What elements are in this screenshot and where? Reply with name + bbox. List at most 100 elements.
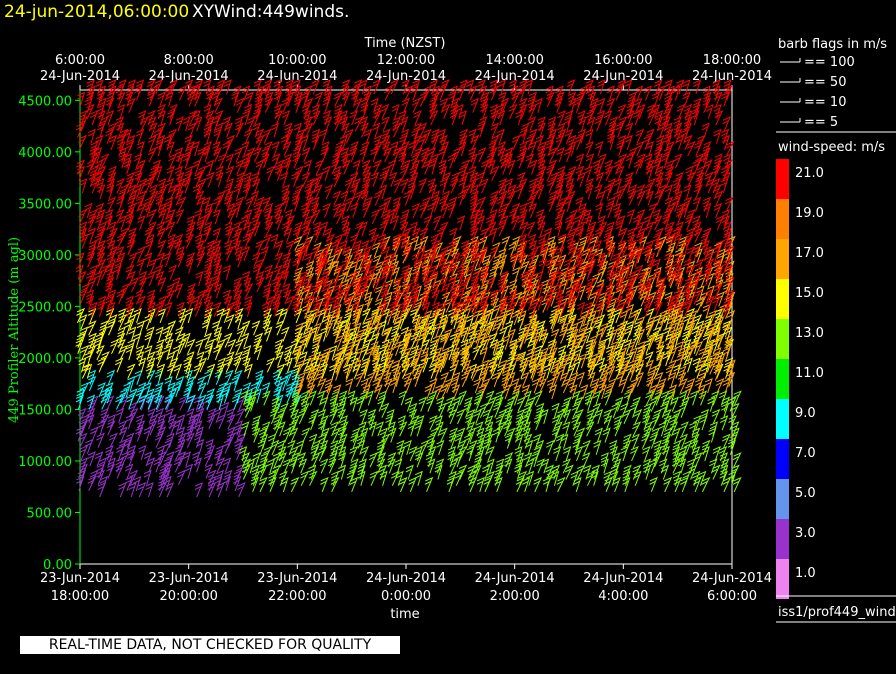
wind-barb	[187, 420, 197, 436]
wind-barb	[225, 314, 235, 330]
wind-barb	[362, 307, 371, 324]
wind-barb	[241, 421, 250, 437]
wind-barb	[168, 264, 177, 280]
wind-barb	[617, 239, 626, 256]
wind-barb	[353, 79, 363, 95]
wind-barb	[574, 246, 583, 262]
wind-barb	[192, 184, 201, 200]
wind-barb	[454, 470, 464, 486]
wind-barb	[233, 85, 242, 101]
wind-barb	[697, 371, 707, 387]
wind-barb	[114, 357, 124, 373]
wind-barb	[77, 91, 86, 107]
wind-barb	[222, 307, 231, 324]
wind-barb	[258, 476, 268, 493]
wind-barb	[704, 171, 714, 188]
wind-barb	[724, 196, 734, 212]
wind-barb	[250, 190, 260, 206]
wind-barb	[664, 196, 674, 212]
wind-barb	[512, 266, 521, 282]
wind-barb	[500, 310, 509, 326]
wind-barb	[304, 97, 314, 113]
wind-barb	[301, 320, 310, 336]
wind-barb	[465, 415, 474, 431]
wind-barb	[576, 266, 586, 282]
wind-barb	[701, 446, 710, 462]
wind-barb	[136, 351, 145, 367]
wind-barb	[587, 221, 597, 237]
wind-barb	[175, 375, 185, 392]
wind-barb	[609, 116, 619, 132]
wind-barb	[212, 301, 222, 317]
wind-barb	[94, 159, 104, 175]
wind-barb	[361, 159, 371, 175]
wind-barb	[123, 153, 133, 169]
wind-barb	[692, 103, 701, 120]
wind-barb	[147, 289, 156, 305]
wind-barb	[565, 332, 575, 348]
wind-barb	[361, 239, 370, 256]
wind-barb	[471, 270, 481, 287]
wind-barb	[449, 227, 458, 243]
wind-barb	[174, 326, 184, 342]
wind-barb	[458, 390, 468, 406]
wind-barb	[154, 394, 163, 410]
wind-barb	[129, 469, 139, 485]
wind-barb	[198, 382, 207, 398]
wind-barb	[480, 264, 490, 280]
wind-barb	[647, 110, 657, 126]
top-tick-time: 10:00:00	[268, 53, 326, 68]
wind-barb	[300, 202, 310, 218]
wind-barb	[646, 128, 655, 144]
wind-barb	[313, 334, 323, 350]
wind-barb	[125, 414, 134, 430]
wind-barb	[693, 221, 702, 237]
wind-barb	[517, 334, 526, 350]
wind-barb	[327, 458, 337, 474]
wind-barb	[322, 202, 331, 218]
wind-barb	[475, 209, 485, 225]
wind-barb	[408, 445, 418, 462]
wind-barb	[434, 254, 443, 270]
color-scale-label: 1.0	[795, 566, 816, 581]
wind-barb	[585, 153, 595, 169]
wind-barb	[518, 310, 527, 326]
wind-barb	[223, 79, 232, 95]
wind-barb	[378, 464, 388, 480]
wind-barb	[387, 264, 396, 280]
wind-barb	[450, 359, 460, 375]
wind-barb	[206, 85, 216, 101]
wind-barb	[212, 239, 222, 256]
wind-barb	[305, 365, 315, 381]
wind-barb	[504, 415, 513, 431]
wind-barb	[322, 295, 332, 311]
wind-barb	[182, 332, 191, 348]
wind-barb	[380, 264, 390, 280]
wind-barb	[246, 147, 256, 163]
wind-barb	[389, 378, 399, 394]
wind-barb	[242, 382, 252, 398]
wind-barb	[76, 252, 85, 268]
wind-barb	[119, 128, 129, 144]
wind-barb	[673, 128, 683, 144]
wind-barb	[213, 345, 222, 361]
wind-barb	[95, 79, 104, 95]
wind-barb	[222, 141, 231, 157]
wind-barb	[350, 85, 359, 101]
wind-barb	[663, 415, 672, 431]
wind-barb	[327, 260, 337, 276]
wind-barb	[337, 272, 347, 289]
wind-barb	[636, 316, 646, 332]
wind-barb	[486, 277, 496, 293]
top-axis-title: Time (NZST)	[364, 36, 446, 51]
wind-barb	[147, 270, 156, 286]
wind-barb	[125, 140, 135, 157]
wind-barb	[302, 239, 311, 256]
wind-barb	[355, 221, 365, 237]
wind-barb	[251, 320, 261, 336]
wind-barb	[538, 353, 548, 369]
wind-barb	[370, 171, 380, 188]
wind-barb	[125, 307, 135, 324]
wind-barb	[517, 252, 526, 268]
wind-barb	[418, 202, 428, 218]
